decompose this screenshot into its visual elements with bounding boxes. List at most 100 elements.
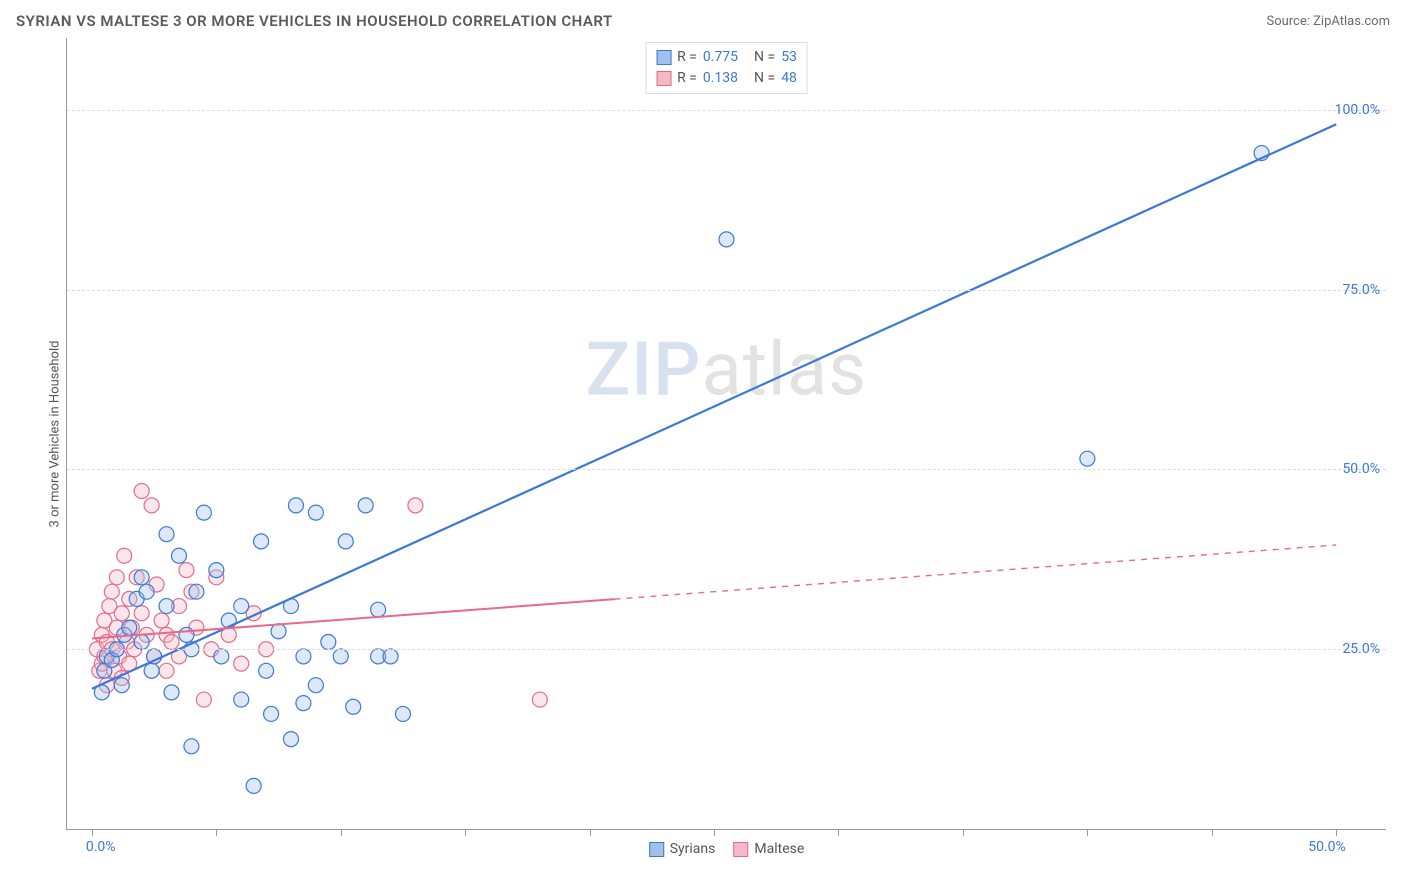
x-tick	[216, 829, 217, 836]
syrians-point	[288, 498, 303, 513]
syrians-point	[159, 599, 174, 614]
n-value: 48	[781, 68, 797, 89]
y-tick-label: 100.0%	[1335, 102, 1380, 118]
syrians-point	[296, 696, 311, 711]
source-prefix: Source:	[1266, 14, 1313, 29]
syrians-point	[346, 699, 361, 714]
maltese-point	[104, 584, 119, 599]
maltese-point	[532, 692, 547, 707]
syrians-point	[189, 584, 204, 599]
x-axis-label: 0.0%	[86, 839, 116, 855]
r-label: R =	[677, 68, 697, 89]
syrians-point	[179, 627, 194, 642]
maltese-point	[144, 498, 159, 513]
syrians-point	[308, 505, 323, 520]
y-tick-label: 25.0%	[1342, 641, 1380, 657]
syrians-point	[171, 548, 186, 563]
syrians-point	[134, 635, 149, 650]
n-value: 53	[781, 47, 797, 68]
maltese-point	[154, 613, 169, 628]
syrians-swatch-icon	[649, 842, 664, 857]
syrians-point	[139, 584, 154, 599]
syrians-point	[254, 534, 269, 549]
maltese-swatch-icon	[733, 842, 748, 857]
n-label: N =	[754, 47, 775, 68]
x-tick	[1336, 829, 1337, 836]
syrians-point	[144, 663, 159, 678]
x-tick	[1087, 829, 1088, 836]
maltese-point	[234, 656, 249, 671]
x-tick	[465, 829, 466, 836]
maltese-point	[134, 606, 149, 621]
legend-bottom: Syrians Maltese	[649, 841, 805, 857]
syrians-point	[271, 624, 286, 639]
syrians-point	[383, 649, 398, 664]
x-tick	[590, 829, 591, 836]
maltese-point	[408, 498, 423, 513]
legend-item-maltese: Maltese	[733, 841, 804, 857]
maltese-point	[179, 563, 194, 578]
gridline	[67, 469, 1386, 470]
maltese-trendline-extrapolated	[615, 545, 1337, 599]
syrians-point	[395, 706, 410, 721]
maltese-point	[164, 635, 179, 650]
r-value: 0.775	[703, 47, 738, 68]
legend-stats-row: R = 0.138 N = 48	[656, 68, 797, 89]
legend-label: Syrians	[670, 841, 716, 857]
maltese-point	[117, 548, 132, 563]
y-axis-label: 3 or more Vehicles in Household	[48, 340, 63, 527]
syrians-point	[283, 732, 298, 747]
chart-title: SYRIAN VS MALTESE 3 OR MORE VEHICLES IN …	[16, 12, 613, 30]
legend-label: Maltese	[754, 841, 804, 857]
syrians-swatch	[656, 50, 671, 65]
legend-stats-box: R = 0.775 N = 53 R = 0.138 N = 48	[645, 42, 808, 94]
legend-stats-row: R = 0.775 N = 53	[656, 47, 797, 68]
syrians-point	[114, 678, 129, 693]
source-attribution: Source: ZipAtlas.com	[1266, 14, 1390, 29]
syrians-point	[308, 678, 323, 693]
x-tick	[1212, 829, 1213, 836]
syrians-point	[296, 649, 311, 664]
legend-item-syrians: Syrians	[649, 841, 716, 857]
r-label: R =	[677, 47, 697, 68]
gridline	[67, 649, 1386, 650]
x-tick	[714, 829, 715, 836]
syrians-point	[371, 602, 386, 617]
syrians-point	[234, 692, 249, 707]
syrians-point	[134, 570, 149, 585]
syrians-point	[1080, 451, 1095, 466]
maltese-point	[134, 484, 149, 499]
svg-layer	[67, 38, 1386, 829]
x-tick	[838, 829, 839, 836]
r-value: 0.138	[703, 68, 738, 89]
syrians-point	[122, 620, 137, 635]
plot-area: 3 or more Vehicles in Household ZIPatlas…	[66, 38, 1386, 830]
syrians-point	[246, 778, 261, 793]
syrians-point	[358, 498, 373, 513]
syrians-point	[338, 534, 353, 549]
syrians-point	[184, 739, 199, 754]
n-label: N =	[754, 68, 775, 89]
syrians-point	[159, 527, 174, 542]
x-axis-label: 50.0%	[1308, 839, 1346, 855]
syrians-point	[164, 685, 179, 700]
syrians-point	[259, 663, 274, 678]
syrians-point	[333, 649, 348, 664]
source-name: ZipAtlas.com	[1313, 14, 1390, 29]
syrians-point	[264, 706, 279, 721]
maltese-point	[109, 570, 124, 585]
syrians-point	[209, 563, 224, 578]
maltese-point	[159, 663, 174, 678]
syrians-point	[196, 505, 211, 520]
maltese-swatch	[656, 71, 671, 86]
y-tick-label: 50.0%	[1342, 461, 1380, 477]
syrians-point	[719, 232, 734, 247]
x-tick	[341, 829, 342, 836]
chart-container: 3 or more Vehicles in Household ZIPatlas…	[16, 38, 1390, 868]
syrians-point	[321, 635, 336, 650]
syrians-trendline	[92, 124, 1336, 688]
x-tick	[963, 829, 964, 836]
maltese-point	[196, 692, 211, 707]
syrians-point	[214, 649, 229, 664]
x-tick	[92, 829, 93, 836]
